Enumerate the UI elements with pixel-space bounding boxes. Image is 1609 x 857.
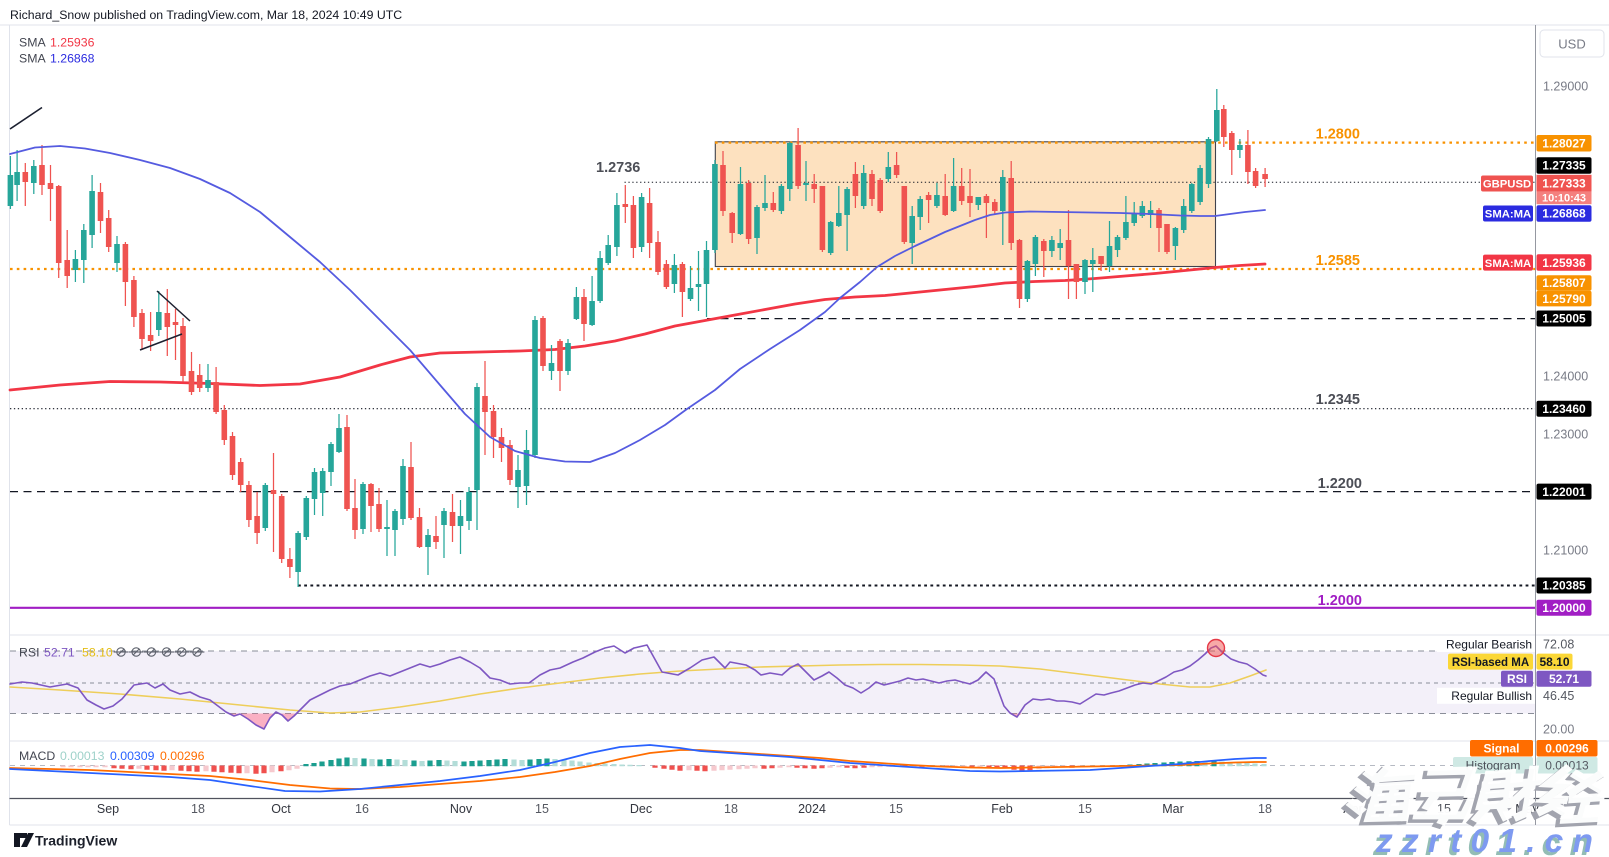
svg-text:58.10: 58.10	[82, 646, 113, 660]
svg-text:15: 15	[1078, 802, 1092, 816]
svg-text:Mar: Mar	[1162, 802, 1184, 816]
svg-text:52.71: 52.71	[1549, 672, 1579, 686]
svg-text:18: 18	[724, 802, 738, 816]
svg-text:SMA: SMA	[19, 36, 46, 50]
svg-text:1.2585: 1.2585	[1316, 253, 1360, 269]
svg-text:TradingView: TradingView	[35, 833, 117, 849]
svg-text:RSI-based MA: RSI-based MA	[1452, 657, 1529, 669]
svg-text:GBPUSD: GBPUSD	[1483, 179, 1531, 191]
svg-text:1.2000: 1.2000	[1318, 593, 1362, 609]
svg-text:1.26868: 1.26868	[1542, 207, 1586, 221]
svg-text:1.2736: 1.2736	[596, 160, 640, 176]
svg-text:1.27333: 1.27333	[1542, 177, 1586, 191]
svg-text:1.28027: 1.28027	[1542, 136, 1586, 150]
svg-text:RSI: RSI	[1507, 672, 1527, 686]
svg-text:1.2800: 1.2800	[1316, 127, 1360, 143]
svg-text:0.00296: 0.00296	[1545, 741, 1589, 755]
svg-text:1.20000: 1.20000	[1542, 601, 1586, 615]
svg-text:1.20385: 1.20385	[1542, 579, 1586, 593]
svg-text:1.26868: 1.26868	[50, 52, 95, 66]
svg-text:1.25807: 1.25807	[1542, 276, 1586, 290]
svg-text:Feb: Feb	[991, 802, 1013, 816]
svg-text:Nov: Nov	[450, 802, 473, 816]
svg-text:1.24000: 1.24000	[1543, 370, 1588, 384]
svg-text:1.29000: 1.29000	[1543, 80, 1588, 94]
svg-text:58.10: 58.10	[1539, 655, 1569, 669]
svg-text:1.22001: 1.22001	[1542, 485, 1586, 499]
svg-text:1.2345: 1.2345	[1316, 392, 1360, 408]
svg-text:0.00309: 0.00309	[110, 749, 155, 763]
svg-text:20.00: 20.00	[1543, 723, 1574, 737]
svg-text:RSI: RSI	[19, 646, 40, 660]
svg-text:10:10:43: 10:10:43	[1542, 193, 1586, 205]
svg-text:zzrt01.cn: zzrt01.cn	[1375, 823, 1602, 857]
svg-text:0.00296: 0.00296	[160, 749, 205, 763]
svg-text:1.27335: 1.27335	[1542, 159, 1586, 173]
svg-text:15: 15	[889, 802, 903, 816]
svg-text:1.23000: 1.23000	[1543, 428, 1588, 442]
svg-text:SMA: SMA	[19, 52, 46, 66]
svg-text:0.00013: 0.00013	[60, 749, 105, 763]
svg-text:Histogram: Histogram	[1466, 758, 1521, 772]
svg-text:1.25936: 1.25936	[50, 36, 95, 50]
svg-text:Regular Bullish: Regular Bullish	[1451, 689, 1532, 703]
svg-text:1.25936: 1.25936	[1542, 256, 1586, 270]
svg-text:15: 15	[535, 802, 549, 816]
svg-text:Oct: Oct	[271, 802, 291, 816]
svg-text:Sep: Sep	[97, 802, 119, 816]
svg-text:52.71: 52.71	[44, 646, 75, 660]
svg-text:MACD: MACD	[19, 749, 55, 763]
svg-text:USD: USD	[1558, 37, 1585, 52]
svg-text:SMA:MA: SMA:MA	[1485, 258, 1531, 270]
svg-text:1.2200: 1.2200	[1318, 476, 1362, 492]
svg-text:18: 18	[191, 802, 205, 816]
svg-text:16: 16	[355, 802, 369, 816]
svg-text:Dec: Dec	[630, 802, 652, 816]
svg-text:1.21000: 1.21000	[1543, 544, 1588, 558]
svg-text:Richard_Snow published on Trad: Richard_Snow published on TradingView.co…	[10, 8, 402, 22]
svg-text:1.25005: 1.25005	[1542, 312, 1586, 326]
svg-text:2024: 2024	[798, 802, 826, 816]
svg-text:Regular Bearish: Regular Bearish	[1446, 637, 1532, 651]
svg-text:1.23460: 1.23460	[1542, 402, 1586, 416]
svg-text:72.08: 72.08	[1543, 637, 1574, 651]
svg-text:SMA:MA: SMA:MA	[1485, 209, 1531, 221]
svg-text:1.25790: 1.25790	[1542, 292, 1586, 306]
svg-text:18: 18	[1258, 802, 1272, 816]
svg-text:46.45: 46.45	[1543, 689, 1574, 703]
svg-text:Signal: Signal	[1483, 741, 1519, 755]
